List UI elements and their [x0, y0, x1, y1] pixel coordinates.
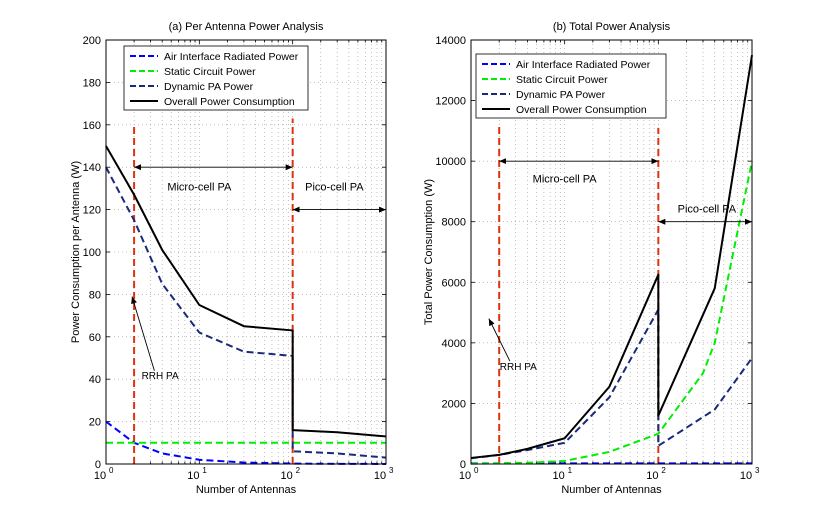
right-title: (b) Total Power Analysis: [553, 21, 671, 33]
right-annotation-2: RRH PA: [500, 362, 537, 373]
left-ytick-label: 200: [83, 35, 101, 47]
left-xtick-label: 10: [187, 470, 199, 482]
right-annotation-0: Micro-cell PA: [533, 173, 598, 185]
left-ytick-label: 120: [83, 205, 101, 217]
left-title: (a) Per Antenna Power Analysis: [169, 21, 324, 33]
right-axes-frame: [470, 39, 753, 465]
left-xtick-label: 10: [94, 470, 106, 482]
left-annotation-2: RRH PA: [142, 371, 179, 382]
right-arrow-2: [488, 318, 511, 362]
left-legend-box: [123, 45, 309, 111]
right-legend-label-3: Overall Power Consumption: [516, 104, 647, 116]
right-legend-label-0: Air Interface Radiated Power: [516, 59, 651, 71]
right-xtick-exponent: 2: [661, 466, 666, 475]
right-series-line-3: [470, 54, 753, 459]
right-legend-label-2: Dynamic PA Power: [516, 89, 606, 101]
right-ytick-label: 14000: [435, 35, 466, 47]
left-annotation-1: Pico-cell PA: [305, 182, 364, 194]
left-ytick-label: 0: [95, 459, 101, 471]
left-xtick-exponent: 2: [296, 466, 301, 475]
right-legend-box: [475, 53, 667, 119]
right-xtick-exponent: 1: [568, 466, 573, 475]
left-ytick-label: 160: [83, 120, 101, 132]
left-axes-frame: [105, 39, 387, 465]
left-xtick-exponent: 1: [202, 466, 207, 475]
right-annotation-1: Pico-cell PA: [678, 204, 737, 216]
right-ytick-label: 0: [460, 459, 466, 471]
right-ytick-label: 8000: [442, 217, 466, 229]
right-ytick-label: 12000: [435, 96, 466, 108]
right-ytick-label: 6000: [442, 277, 466, 289]
left-arrow-2: [131, 296, 155, 371]
left-ytick-label: 20: [89, 417, 101, 429]
left-ytick-label: 40: [89, 374, 101, 386]
left-xtick-label: 10: [281, 470, 293, 482]
left-ytick-label: 180: [83, 77, 101, 89]
left-ytick-label: 140: [83, 162, 101, 174]
right-ytick-label: 10000: [435, 156, 466, 168]
left-legend: Air Interface Radiated Power Static Circu…: [123, 45, 309, 111]
left-series-line-2: [105, 166, 387, 459]
right-ylabel: Total Power Consumption (W): [423, 179, 435, 325]
left-xlabel: Number of Antennas: [196, 484, 297, 496]
left-legend-label-2: Dynamic PA Power: [164, 81, 254, 93]
right-legend-label-1: Static Circuit Power: [516, 74, 608, 86]
left-xtick-exponent: 0: [109, 466, 114, 475]
right-xtick-exponent: 0: [474, 466, 479, 475]
left-xtick-label: 10: [374, 470, 386, 482]
right-legend: Air Interface Radiated Power Static Circu…: [475, 53, 667, 119]
right-ytick-label: 2000: [442, 398, 466, 410]
left-legend-label-3: Overall Power Consumption: [164, 96, 295, 108]
right-xtick-label: 10: [459, 470, 471, 482]
right-xtick-label: 10: [646, 470, 658, 482]
right-series-line-1: [470, 160, 753, 465]
left-annotation-0: Micro-cell PA: [167, 182, 232, 194]
right-xtick-label: 10: [740, 470, 752, 482]
left-ytick-label: 100: [83, 247, 101, 259]
left-ytick-label: 60: [89, 332, 101, 344]
right-xtick-exponent: 3: [755, 466, 760, 475]
left-legend-label-1: Static Circuit Power: [164, 66, 256, 78]
left-series-line-3: [105, 145, 387, 438]
right-xlabel: Number of Antennas: [561, 484, 662, 496]
right-ytick-label: 4000: [442, 338, 466, 350]
right-xtick-label: 10: [553, 470, 565, 482]
left-xtick-exponent: 3: [389, 466, 394, 475]
left-ylabel: Power Consumption per Antenna (W): [70, 161, 82, 343]
left-ytick-label: 80: [89, 289, 101, 301]
left-legend-label-0: Air Interface Radiated Power: [164, 51, 299, 63]
